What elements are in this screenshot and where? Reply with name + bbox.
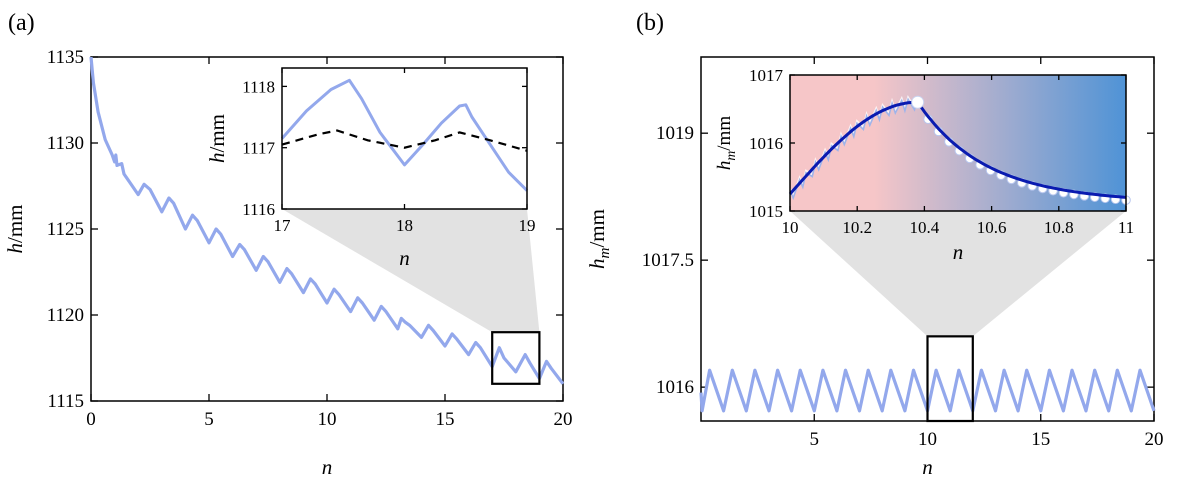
inset-y-label: hm/mm <box>714 116 738 170</box>
y-axis-label: hm/mm <box>585 209 613 269</box>
x-tick-label: 11 <box>1118 218 1134 237</box>
x-tick-label: 20 <box>1145 429 1164 450</box>
y-tick-label: 1115 <box>47 391 84 412</box>
x-tick-label: 10.6 <box>977 218 1007 237</box>
axis-label-text: hm/mm <box>714 116 738 170</box>
inset-rise-markers-shadow <box>789 97 919 201</box>
x-tick-label: 10.8 <box>1044 218 1074 237</box>
x-tick-label: 18 <box>396 216 413 235</box>
series-line <box>89 56 565 385</box>
x-tick-label: 19 <box>519 216 536 235</box>
zoom-connector <box>282 209 540 333</box>
x-tick-label: 17 <box>274 216 292 235</box>
inset-axes: 17 18 19 1116 1117 1118 n h/mm <box>205 67 536 270</box>
x-tick-label: 20 <box>554 409 573 430</box>
zoom-box <box>926 335 974 423</box>
x-tick-label: 10 <box>782 218 799 237</box>
series-line <box>699 368 1156 413</box>
y-tick-label: 1019 <box>656 123 694 144</box>
y-tick-label: 1017.5 <box>642 250 694 271</box>
y-tick-label: 1135 <box>47 47 84 68</box>
inset-ticks: 17 18 19 1116 1117 1118 <box>242 68 536 235</box>
x-tick-label: 10.4 <box>910 218 940 237</box>
y-tick-label: 1130 <box>47 133 84 154</box>
y-tick-label: 1120 <box>47 305 84 326</box>
inset-fit-line <box>788 100 1127 199</box>
x-axis-label: n <box>322 455 333 479</box>
y-tick-label: 1016 <box>749 134 783 153</box>
inset-ticks: 10 10.2 10.4 10.6 10.8 11 1015 1016 1017 <box>749 66 1134 237</box>
x-tick-label: 5 <box>204 409 214 430</box>
inset-y-label: h/mm <box>205 114 229 163</box>
x-tick-label: 10 <box>318 409 337 430</box>
inset-x-label: n <box>953 240 964 264</box>
x-tick-label: 5 <box>810 429 820 450</box>
y-axis-label: h/mm <box>3 204 27 253</box>
zoom-box <box>491 331 541 385</box>
inset-series-dashed <box>281 129 528 152</box>
axis-ticks: 0 5 10 15 20 1115 1120 1125 1130 1135 <box>47 47 573 430</box>
y-tick-label: 1016 <box>656 377 694 398</box>
y-tick-label: 1015 <box>749 202 783 221</box>
x-tick-label: 15 <box>1031 429 1050 450</box>
x-tick-label: 10 <box>918 429 937 450</box>
panel-label-b: (b) <box>636 10 664 36</box>
panel-a: 0 5 10 15 20 1115 1120 1125 1130 1135 n h/mm 17 18… <box>3 47 573 479</box>
inset-x-label: n <box>399 246 410 270</box>
panel-label-a: (a) <box>8 10 35 36</box>
x-tick-label: 0 <box>86 409 96 430</box>
y-tick-label: 1017 <box>749 66 784 85</box>
y-tick-label: 1117 <box>242 139 275 158</box>
inset-axes: 10 10.2 10.4 10.6 10.8 11 1015 1016 1017 n hm/mm <box>714 66 1134 264</box>
x-tick-label: 15 <box>436 409 455 430</box>
y-tick-label: 1116 <box>242 200 275 219</box>
axis-label-text: hm/mm <box>585 209 613 269</box>
x-tick-label: 10.2 <box>842 218 872 237</box>
zoom-connector <box>790 211 1126 337</box>
x-axis-label: n <box>922 455 933 479</box>
inset-series-solid <box>280 78 529 192</box>
peak-marker <box>911 95 925 109</box>
y-tick-label: 1118 <box>242 77 275 96</box>
y-tick-label: 1125 <box>47 219 84 240</box>
